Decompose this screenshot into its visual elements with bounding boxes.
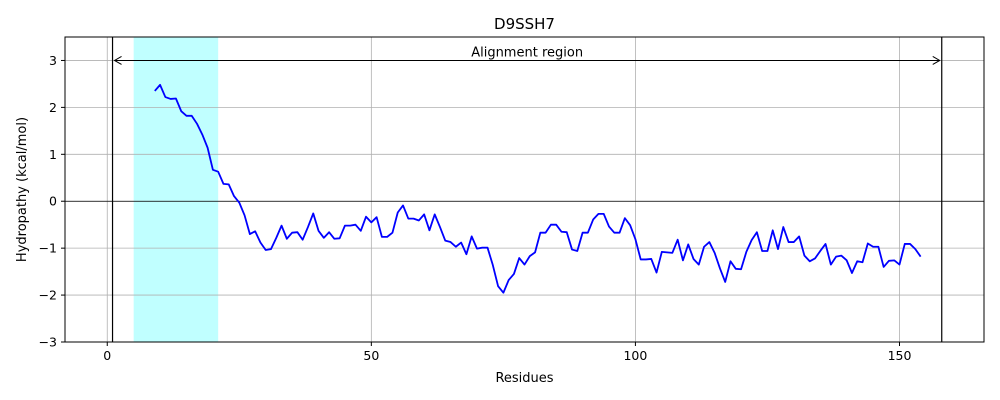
y-tick-label: 3 xyxy=(49,53,57,68)
x-tick-label: 0 xyxy=(103,348,111,363)
x-tick-label: 150 xyxy=(888,348,912,363)
y-tick-label: 2 xyxy=(49,100,57,115)
chart-title: D9SSH7 xyxy=(494,15,555,33)
alignment-region-label: Alignment region xyxy=(471,45,583,60)
y-tick-label: −1 xyxy=(39,241,57,256)
hydropathy-line xyxy=(154,83,922,294)
y-tick-label: 0 xyxy=(49,194,57,209)
y-tick-label: −2 xyxy=(39,288,57,303)
alignment-arrow-head-right xyxy=(932,56,941,65)
ticks-layer: 0 50 100 150 −3 −2 −1 0 1 2 3 xyxy=(39,53,912,363)
y-tick-label: 1 xyxy=(49,147,57,162)
vertical-lines-layer xyxy=(111,37,943,342)
plot-frame xyxy=(64,36,985,343)
highlight-region xyxy=(133,37,219,342)
x-tick-label: 50 xyxy=(363,348,379,363)
x-axis-label: Residues xyxy=(495,371,553,386)
series-layer xyxy=(154,83,922,294)
y-axis-label: Hydropathy (kcal/mol) xyxy=(15,117,30,262)
highlight-region-layer xyxy=(133,37,219,342)
y-tick-label: −3 xyxy=(39,335,57,350)
annotation-layer: Alignment region xyxy=(113,45,941,65)
x-tick-label: 100 xyxy=(623,348,647,363)
alignment-arrow-head-left xyxy=(113,56,122,65)
